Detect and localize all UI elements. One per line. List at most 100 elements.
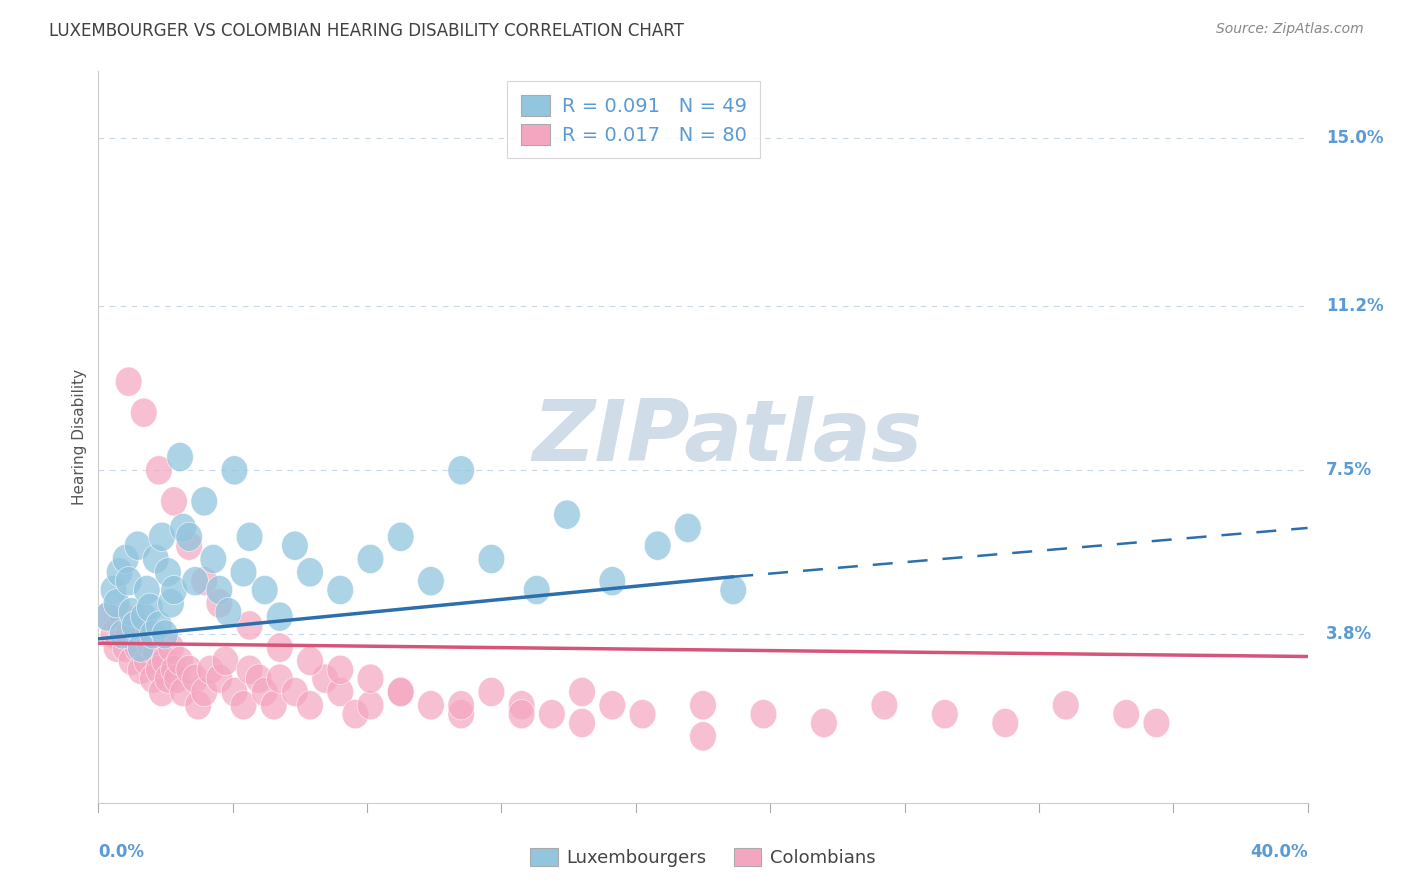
Ellipse shape — [149, 522, 176, 551]
Ellipse shape — [932, 699, 957, 729]
Ellipse shape — [176, 656, 202, 684]
Ellipse shape — [100, 575, 127, 605]
Ellipse shape — [449, 690, 474, 720]
Ellipse shape — [134, 647, 160, 675]
Text: LUXEMBOURGER VS COLOMBIAN HEARING DISABILITY CORRELATION CHART: LUXEMBOURGER VS COLOMBIAN HEARING DISABI… — [49, 22, 685, 40]
Ellipse shape — [267, 633, 292, 662]
Text: 15.0%: 15.0% — [1326, 128, 1384, 147]
Ellipse shape — [107, 611, 134, 640]
Ellipse shape — [160, 656, 187, 684]
Ellipse shape — [131, 602, 157, 632]
Ellipse shape — [146, 611, 172, 640]
Ellipse shape — [1114, 699, 1139, 729]
Ellipse shape — [197, 656, 224, 684]
Ellipse shape — [388, 522, 413, 551]
Ellipse shape — [146, 656, 172, 684]
Ellipse shape — [281, 677, 308, 706]
Ellipse shape — [152, 647, 179, 675]
Ellipse shape — [690, 722, 716, 751]
Ellipse shape — [478, 544, 505, 574]
Ellipse shape — [103, 589, 129, 618]
Ellipse shape — [155, 558, 181, 587]
Ellipse shape — [328, 656, 353, 684]
Ellipse shape — [207, 664, 232, 693]
Ellipse shape — [388, 677, 413, 706]
Ellipse shape — [297, 647, 323, 675]
Text: 7.5%: 7.5% — [1326, 461, 1372, 479]
Ellipse shape — [418, 566, 444, 596]
Ellipse shape — [630, 699, 655, 729]
Ellipse shape — [357, 544, 384, 574]
Ellipse shape — [231, 690, 257, 720]
Ellipse shape — [509, 690, 534, 720]
Ellipse shape — [690, 690, 716, 720]
Ellipse shape — [191, 677, 218, 706]
Ellipse shape — [136, 593, 163, 623]
Ellipse shape — [252, 677, 278, 706]
Ellipse shape — [523, 575, 550, 605]
Ellipse shape — [236, 522, 263, 551]
Ellipse shape — [160, 487, 187, 516]
Ellipse shape — [167, 442, 194, 472]
Text: 11.2%: 11.2% — [1326, 297, 1384, 315]
Ellipse shape — [207, 575, 232, 605]
Ellipse shape — [357, 690, 384, 720]
Ellipse shape — [157, 633, 184, 662]
Ellipse shape — [236, 656, 263, 684]
Ellipse shape — [176, 531, 202, 560]
Ellipse shape — [157, 589, 184, 618]
Ellipse shape — [200, 544, 226, 574]
Ellipse shape — [124, 531, 150, 560]
Ellipse shape — [312, 664, 339, 693]
Ellipse shape — [152, 620, 179, 649]
Text: 0.0%: 0.0% — [98, 843, 145, 861]
Ellipse shape — [342, 699, 368, 729]
Ellipse shape — [110, 602, 136, 632]
Ellipse shape — [139, 664, 166, 693]
Ellipse shape — [170, 513, 197, 542]
Ellipse shape — [184, 690, 211, 720]
Ellipse shape — [245, 664, 271, 693]
Ellipse shape — [267, 664, 292, 693]
Ellipse shape — [136, 629, 163, 657]
Ellipse shape — [191, 487, 218, 516]
Ellipse shape — [720, 575, 747, 605]
Ellipse shape — [260, 690, 287, 720]
Ellipse shape — [124, 633, 150, 662]
Ellipse shape — [131, 620, 157, 649]
Ellipse shape — [675, 513, 702, 542]
Text: 40.0%: 40.0% — [1250, 843, 1308, 861]
Ellipse shape — [118, 647, 145, 675]
Ellipse shape — [212, 647, 239, 675]
Ellipse shape — [236, 611, 263, 640]
Ellipse shape — [134, 575, 160, 605]
Ellipse shape — [112, 544, 139, 574]
Ellipse shape — [139, 620, 166, 649]
Ellipse shape — [267, 602, 292, 632]
Ellipse shape — [221, 456, 247, 485]
Text: Source: ZipAtlas.com: Source: ZipAtlas.com — [1216, 22, 1364, 37]
Ellipse shape — [146, 456, 172, 485]
Ellipse shape — [149, 677, 176, 706]
Ellipse shape — [644, 531, 671, 560]
Ellipse shape — [297, 558, 323, 587]
Y-axis label: Hearing Disability: Hearing Disability — [72, 369, 87, 505]
Ellipse shape — [176, 522, 202, 551]
Ellipse shape — [100, 620, 127, 649]
Ellipse shape — [191, 566, 218, 596]
Ellipse shape — [118, 598, 145, 627]
Ellipse shape — [231, 558, 257, 587]
Ellipse shape — [155, 664, 181, 693]
Ellipse shape — [509, 699, 534, 729]
Ellipse shape — [167, 647, 194, 675]
Ellipse shape — [538, 699, 565, 729]
Text: ZIPatlas: ZIPatlas — [531, 395, 922, 479]
Ellipse shape — [94, 602, 121, 632]
Ellipse shape — [115, 367, 142, 396]
Ellipse shape — [181, 566, 208, 596]
Ellipse shape — [388, 677, 413, 706]
Ellipse shape — [110, 620, 136, 649]
Ellipse shape — [142, 544, 169, 574]
Ellipse shape — [357, 664, 384, 693]
Ellipse shape — [94, 602, 121, 632]
